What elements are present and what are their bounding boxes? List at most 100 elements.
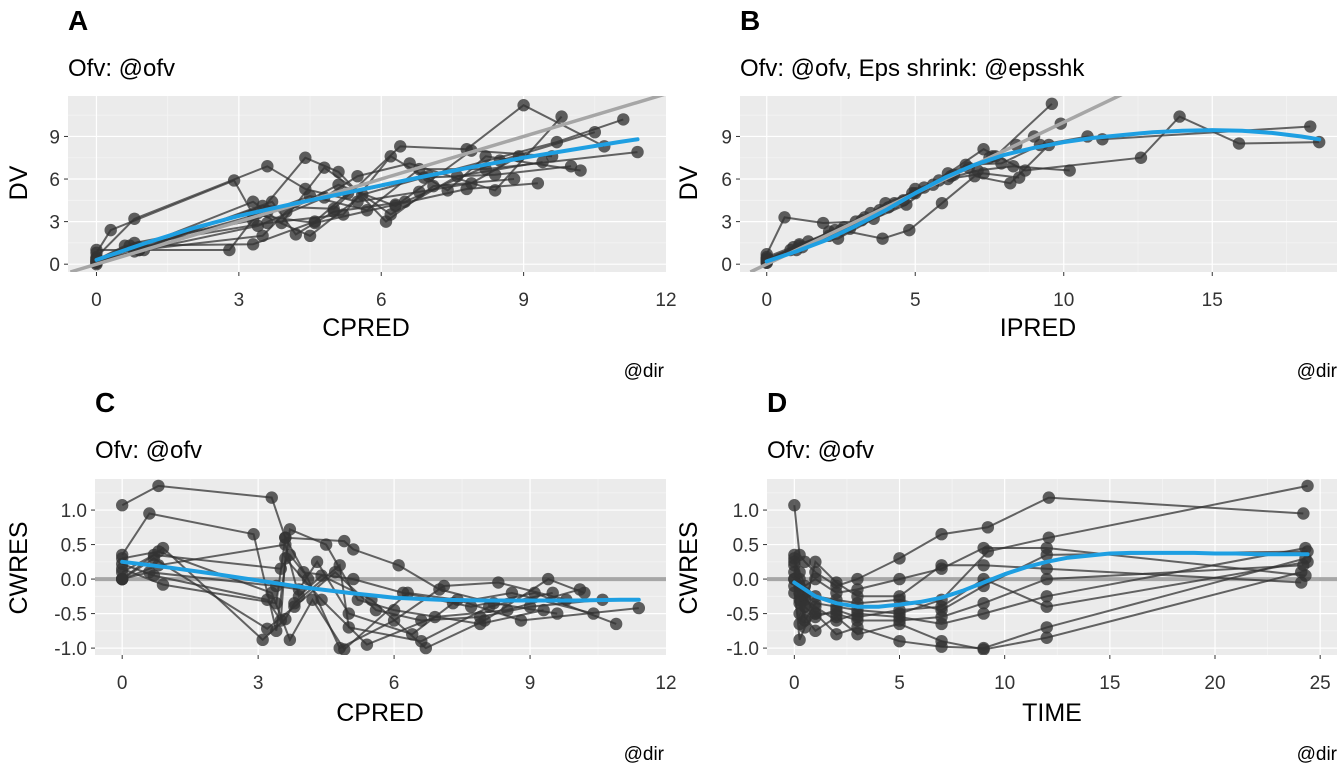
data-point bbox=[1040, 631, 1053, 644]
x-axis-title: CPRED bbox=[322, 314, 410, 342]
data-point bbox=[977, 643, 990, 655]
panel-b: B Ofv: @ofv, Eps shrink: @epsshk 0 5 10 150… bbox=[675, 5, 1338, 382]
panel-background bbox=[95, 479, 666, 655]
data-point bbox=[893, 572, 906, 586]
data-point bbox=[347, 543, 360, 556]
data-point bbox=[830, 576, 843, 589]
data-point bbox=[788, 555, 801, 569]
data-point bbox=[1040, 590, 1053, 603]
data-point bbox=[1040, 541, 1053, 555]
data-point bbox=[977, 597, 990, 610]
y-tick-label: 0.0 bbox=[61, 570, 87, 591]
data-point bbox=[851, 590, 864, 603]
panel-subtitle: Ofv: @ofv bbox=[68, 55, 175, 82]
panel-subtitle: Ofv: @ofv, Eps shrink: @epsshk bbox=[740, 55, 1085, 82]
data-point bbox=[261, 622, 274, 635]
data-point bbox=[303, 229, 317, 243]
data-point bbox=[246, 238, 260, 251]
data-point bbox=[1134, 151, 1148, 164]
data-point bbox=[555, 110, 568, 123]
y-tick-label: 1.0 bbox=[733, 501, 759, 522]
y-tick-label: 3 bbox=[721, 213, 732, 234]
data-point bbox=[288, 600, 301, 613]
data-point bbox=[935, 559, 948, 572]
data-point bbox=[1297, 507, 1310, 520]
y-tick-label: 0.5 bbox=[733, 536, 759, 557]
data-point bbox=[342, 607, 355, 620]
x-axis-title: TIME bbox=[1022, 699, 1082, 727]
data-point bbox=[505, 586, 519, 600]
data-point bbox=[319, 538, 333, 551]
data-point bbox=[1063, 164, 1076, 177]
data-point bbox=[893, 614, 906, 627]
data-point bbox=[483, 600, 496, 613]
data-point bbox=[1040, 600, 1053, 613]
data-point bbox=[479, 150, 492, 163]
data-point bbox=[1304, 120, 1317, 133]
x-tick-label: 0 bbox=[117, 673, 128, 694]
x-axis-title: CPRED bbox=[336, 699, 424, 727]
data-point bbox=[851, 610, 864, 624]
data-point bbox=[394, 140, 407, 153]
data-point bbox=[156, 578, 170, 591]
data-point bbox=[261, 160, 274, 173]
y-tick-label: -0.5 bbox=[726, 605, 759, 626]
data-point bbox=[578, 586, 591, 600]
data-point bbox=[1012, 171, 1026, 184]
plot-area: 0 5 10 15 0 3 6 9 bbox=[721, 96, 1337, 311]
data-point bbox=[1232, 137, 1246, 150]
data-point bbox=[617, 113, 630, 126]
x-tick-label: 0 bbox=[789, 673, 800, 694]
data-point bbox=[798, 555, 812, 569]
data-point bbox=[809, 555, 822, 569]
data-point bbox=[360, 204, 374, 217]
data-point bbox=[536, 155, 549, 169]
data-point bbox=[347, 572, 360, 586]
x-tick-label: 5 bbox=[910, 290, 921, 311]
panel-tag: C bbox=[95, 387, 115, 418]
data-point bbox=[310, 555, 324, 569]
data-point bbox=[441, 184, 454, 197]
data-point bbox=[143, 565, 156, 579]
clipped-tick-label: 12 bbox=[655, 290, 676, 311]
data-point bbox=[261, 216, 274, 230]
panel-tag: B bbox=[740, 5, 760, 36]
data-point bbox=[450, 169, 464, 183]
data-point bbox=[274, 614, 288, 627]
data-point bbox=[387, 614, 401, 627]
y-axis-title: DV bbox=[5, 165, 33, 200]
data-point bbox=[977, 541, 990, 555]
data-point bbox=[830, 628, 843, 641]
data-point bbox=[369, 603, 383, 617]
data-point bbox=[115, 562, 129, 575]
data-point bbox=[809, 610, 822, 624]
data-point bbox=[546, 586, 559, 600]
data-point bbox=[588, 125, 602, 139]
data-point bbox=[360, 638, 374, 651]
caption: @dir bbox=[1297, 361, 1338, 382]
y-axis-title: CWRES bbox=[675, 521, 703, 614]
data-point bbox=[793, 565, 806, 579]
panel-background bbox=[740, 96, 1337, 272]
x-tick-label: 9 bbox=[518, 290, 529, 311]
axis-ticks: 0 3 6 9 0 3 6 9 bbox=[49, 127, 528, 311]
data-point bbox=[935, 528, 948, 541]
x-tick-label: 3 bbox=[253, 673, 264, 694]
data-point bbox=[551, 607, 564, 620]
data-point bbox=[788, 499, 801, 512]
x-tick-label: 15 bbox=[1202, 290, 1223, 311]
panel-subtitle: Ofv: @ofv bbox=[95, 437, 202, 464]
data-point bbox=[283, 548, 297, 562]
data-point bbox=[1007, 160, 1020, 173]
data-point bbox=[427, 179, 440, 193]
smooth-line bbox=[94, 137, 640, 262]
y-tick-label: -1.0 bbox=[54, 639, 87, 660]
data-point bbox=[935, 196, 949, 210]
x-tick-label: 20 bbox=[1204, 673, 1225, 694]
smooth-line bbox=[792, 550, 1310, 609]
data-point bbox=[351, 169, 364, 183]
data-point bbox=[517, 99, 530, 112]
data-point bbox=[406, 628, 419, 641]
data-point bbox=[292, 590, 306, 603]
